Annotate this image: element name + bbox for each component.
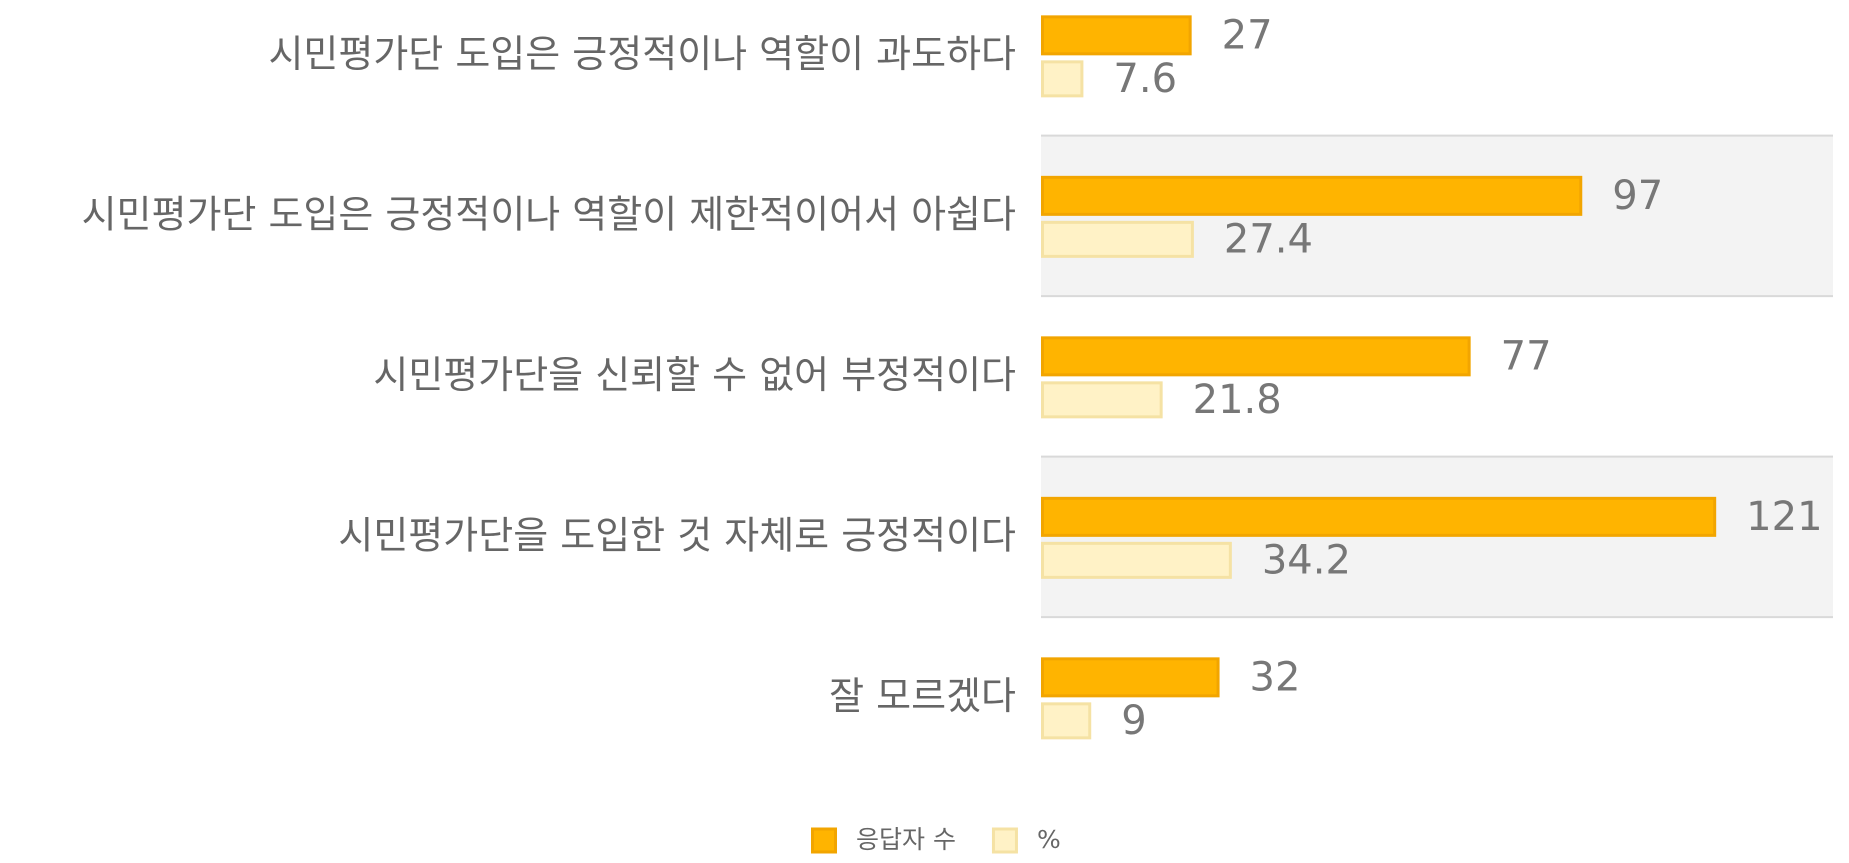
- legend-label: %: [1037, 825, 1061, 854]
- bar: [1041, 336, 1471, 377]
- bar: [1041, 15, 1192, 56]
- value-label: 9: [1121, 698, 1146, 744]
- bar: [1041, 541, 1232, 579]
- category-label: 시민평가단을 신뢰할 수 없어 부정적이다: [373, 353, 1016, 397]
- value-label: 34.2: [1262, 537, 1351, 583]
- value-label: 77: [1501, 333, 1552, 379]
- category-label: 잘 모르겠다: [829, 674, 1016, 718]
- bar: [1041, 657, 1220, 698]
- category-label: 시민평가단을 도입한 것 자체로 긍정적이다: [338, 513, 1016, 557]
- value-label: 7.6: [1113, 56, 1177, 102]
- category-label: 시민평가단 도입은 긍정적이나 역할이 과도하다: [268, 32, 1016, 76]
- bar: [1041, 381, 1163, 419]
- value-label: 32: [1250, 654, 1301, 700]
- legend-swatch: [811, 827, 837, 854]
- value-label: 21.8: [1193, 377, 1282, 423]
- bar: [1041, 60, 1084, 98]
- bar: [1041, 220, 1194, 258]
- legend-label: 응답자 수: [856, 825, 956, 854]
- legend-swatch: [991, 827, 1018, 854]
- value-label: 27.4: [1224, 216, 1313, 262]
- value-label: 27: [1222, 12, 1273, 58]
- bar: [1041, 175, 1583, 216]
- category-label: 시민평가단 도입은 긍정적이나 역할이 제한적이어서 아쉽다: [82, 192, 1016, 236]
- bar: [1041, 702, 1092, 740]
- value-label: 97: [1612, 173, 1663, 219]
- value-label: 121: [1746, 494, 1822, 540]
- bar: [1041, 496, 1717, 537]
